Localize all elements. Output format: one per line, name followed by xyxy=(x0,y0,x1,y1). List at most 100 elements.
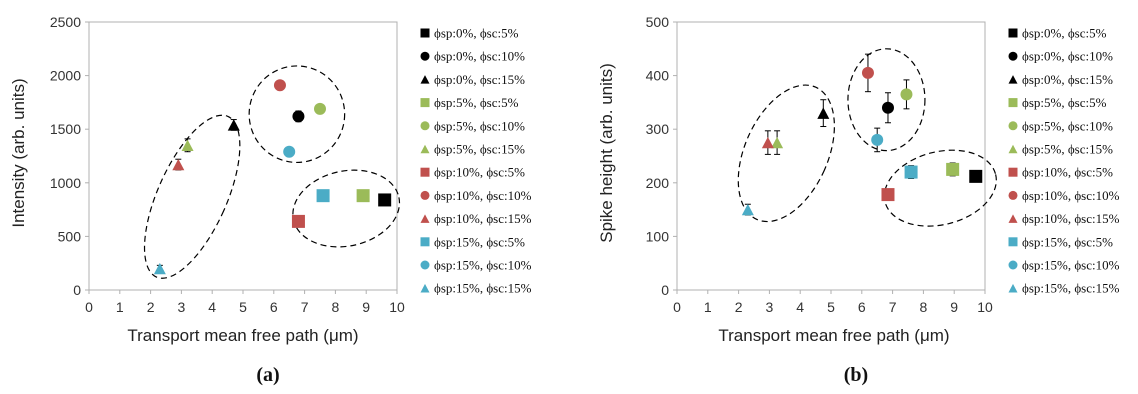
legend-marker xyxy=(1008,98,1018,108)
legend-label: ϕsp:5%, ϕsc:5% xyxy=(1022,95,1107,110)
y-tick-label: 500 xyxy=(58,228,82,244)
data-point xyxy=(172,158,185,171)
x-tick-label: 8 xyxy=(920,299,928,315)
legend-label: ϕsp:0%, ϕsc:10% xyxy=(1022,49,1113,64)
legend-label: ϕsp:5%, ϕsc:10% xyxy=(1022,118,1113,133)
group-ellipse xyxy=(292,169,401,248)
x-tick-label: 5 xyxy=(827,299,835,315)
data-point xyxy=(871,133,884,146)
legend-label: ϕsp:15%, ϕsc:10% xyxy=(1022,258,1120,273)
group-ellipse xyxy=(737,84,835,223)
y-tick-label: 400 xyxy=(646,68,670,84)
x-tick-label: 2 xyxy=(147,299,155,315)
legend-marker xyxy=(420,237,430,247)
data-point xyxy=(861,66,874,79)
legend-label: ϕsp:10%, ϕsc:5% xyxy=(1022,165,1113,180)
x-tick-label: 5 xyxy=(239,299,247,315)
panel-label: (a) xyxy=(256,364,279,386)
legend-label: ϕsp:0%, ϕsc:5% xyxy=(434,26,519,41)
x-tick-label: 0 xyxy=(673,299,681,315)
legend-label: ϕsp:10%, ϕsc:15% xyxy=(434,211,532,226)
legend-label: ϕsp:15%, ϕsc:5% xyxy=(1022,234,1113,249)
legend-label: ϕsp:15%, ϕsc:15% xyxy=(1022,281,1120,296)
legend-marker xyxy=(420,144,430,154)
legend-marker xyxy=(1008,121,1018,131)
chart-panel-b: Spike height (arb. units) Transport mean… xyxy=(597,14,1120,386)
data-point xyxy=(153,262,166,275)
legend-marker xyxy=(1008,260,1018,270)
x-tick-label: 3 xyxy=(766,299,774,315)
legend-label: ϕsp:5%, ϕsc:10% xyxy=(434,118,525,133)
x-tick-label: 7 xyxy=(889,299,897,315)
y-tick-label: 200 xyxy=(646,175,670,191)
legend-marker xyxy=(420,283,430,293)
data-point xyxy=(817,107,830,119)
data-point xyxy=(761,136,774,149)
data-point xyxy=(881,188,895,202)
legend-label: ϕsp:10%, ϕsc:5% xyxy=(434,165,525,180)
plot-area xyxy=(676,21,986,291)
y-tick-label: 2000 xyxy=(50,68,81,84)
legend-marker xyxy=(420,75,430,84)
legend-marker xyxy=(1008,51,1018,61)
legend-marker xyxy=(1008,28,1018,38)
legend-marker xyxy=(1008,237,1018,247)
x-tick-label: 8 xyxy=(332,299,340,315)
legend-marker xyxy=(1008,167,1018,177)
group-ellipse xyxy=(883,149,997,227)
y-axis-title: Spike height (arb. units) xyxy=(597,63,616,243)
legend-marker xyxy=(420,214,430,223)
legend-marker xyxy=(420,190,430,200)
legend-marker xyxy=(420,28,430,38)
x-tick-label: 9 xyxy=(362,299,370,315)
legend-label: ϕsp:5%, ϕsc:15% xyxy=(434,142,525,157)
x-tick-label: 1 xyxy=(704,299,712,315)
legend-marker xyxy=(420,51,430,61)
data-point xyxy=(292,110,305,123)
legend-marker xyxy=(420,98,430,108)
data-point xyxy=(900,88,913,101)
legend-marker xyxy=(420,167,430,177)
data-point xyxy=(227,119,240,131)
data-point xyxy=(356,189,370,203)
group-ellipse xyxy=(143,114,241,279)
panel-label: (b) xyxy=(844,364,868,386)
legend-marker xyxy=(1008,190,1018,200)
x-tick-label: 1 xyxy=(116,299,124,315)
legend-label: ϕsp:5%, ϕsc:5% xyxy=(434,95,519,110)
legend-label: ϕsp:0%, ϕsc:15% xyxy=(1022,72,1113,87)
legend-marker xyxy=(1008,75,1018,84)
data-point xyxy=(378,193,392,207)
plot-area xyxy=(88,21,398,291)
x-tick-label: 10 xyxy=(389,299,405,315)
legend-label: ϕsp:10%, ϕsc:10% xyxy=(1022,188,1120,203)
legend-marker xyxy=(420,260,430,270)
legend-marker xyxy=(1008,283,1018,293)
legend-marker xyxy=(1008,144,1018,154)
y-tick-label: 0 xyxy=(661,282,669,298)
x-tick-label: 10 xyxy=(977,299,993,315)
legend-label: ϕsp:15%, ϕsc:5% xyxy=(434,234,525,249)
data-point xyxy=(291,214,305,228)
x-tick-label: 9 xyxy=(950,299,958,315)
x-tick-label: 6 xyxy=(858,299,866,315)
legend-marker xyxy=(420,121,430,131)
group-ellipse xyxy=(248,65,346,164)
legend-label: ϕsp:10%, ϕsc:15% xyxy=(1022,211,1120,226)
x-tick-label: 6 xyxy=(270,299,278,315)
legend-label: ϕsp:0%, ϕsc:15% xyxy=(434,72,525,87)
data-point xyxy=(314,102,326,115)
legend-label: ϕsp:10%, ϕsc:10% xyxy=(434,188,532,203)
legend-label: ϕsp:5%, ϕsc:15% xyxy=(1022,142,1113,157)
legend-label: ϕsp:15%, ϕsc:10% xyxy=(434,258,532,273)
data-point xyxy=(741,203,754,216)
y-tick-label: 300 xyxy=(646,121,670,137)
legend-label: ϕsp:0%, ϕsc:5% xyxy=(1022,26,1107,41)
data-point xyxy=(946,162,960,176)
legend-label: ϕsp:0%, ϕsc:10% xyxy=(434,49,525,64)
data-point xyxy=(904,165,918,179)
data-point xyxy=(771,136,784,149)
x-tick-label: 3 xyxy=(178,299,186,315)
chart-panel-a: Intensity (arb. units) Transport mean fr… xyxy=(9,14,532,386)
